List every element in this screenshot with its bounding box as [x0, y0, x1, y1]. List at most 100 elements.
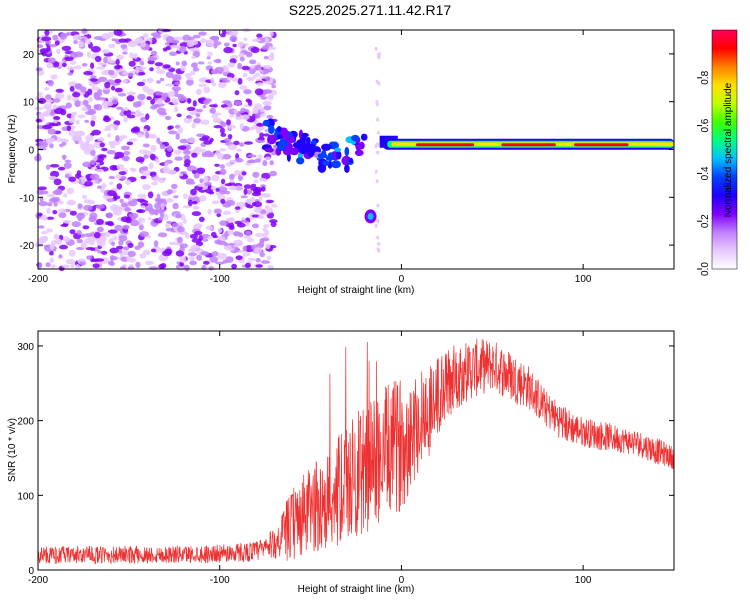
spectrogram-noise-cell	[246, 51, 253, 58]
spectrogram-noise-cell	[153, 240, 159, 248]
spectrogram-noise-cell	[86, 51, 92, 58]
spectrogram-noise-cell	[77, 114, 86, 119]
spectrogram-blob	[307, 148, 315, 158]
spectrogram-noise-cell	[267, 94, 274, 101]
spectrogram-noise-cell	[35, 67, 43, 72]
spectrogram-noise-cell	[241, 65, 250, 71]
spectrogram-noise-cell	[53, 233, 60, 240]
spectrogram-noise-cell	[195, 113, 201, 118]
spectrogram-noise-cell	[206, 56, 211, 60]
spectrogram-noise-cell	[52, 104, 58, 110]
spectrogram-noise-cell	[115, 106, 124, 110]
spectrogram-noise-cell	[126, 95, 135, 102]
spectrogram-noise-cell	[229, 35, 238, 42]
spectrogram-blob	[277, 134, 283, 140]
spectrogram-noise-cell	[156, 69, 166, 75]
y-tick-label: 20	[23, 50, 35, 61]
spectrogram-noise-cell	[256, 128, 261, 134]
spectrogram-noise-cell	[166, 220, 173, 225]
spectrogram-noise-cell	[179, 259, 188, 263]
spectrogram-noise-cell	[108, 59, 115, 64]
spectrogram-noise-cell	[68, 176, 77, 182]
spectrogram-noise-cell	[138, 149, 149, 154]
spectrogram-noise-cell	[39, 48, 49, 54]
spectrogram-noise-cell	[85, 38, 91, 45]
spectrogram-noise-cell	[258, 196, 263, 202]
colorbar-ticks: 0.0 0.2 0.4 0.6 0.8	[697, 70, 711, 276]
spectrogram-noise-cell	[247, 237, 255, 243]
spectrogram-noise-cell	[50, 111, 55, 116]
spectrogram-noise-cell	[189, 233, 198, 239]
spectrogram-noise-cell	[240, 107, 247, 114]
spectrogram-noise-cell	[47, 128, 56, 135]
spectrogram-noise-cell	[104, 100, 114, 107]
spectrogram-noise-cell	[187, 115, 193, 119]
spectrogram-noise-cell	[39, 196, 44, 202]
spectrogram-noise-cell	[92, 263, 100, 269]
spectrogram-noise-cell	[241, 171, 247, 176]
spectrogram-noise-cell	[154, 62, 164, 67]
spectrogram-noise-cell	[83, 99, 89, 107]
spectrogram-noise-cell	[118, 248, 122, 254]
snr-marks	[37, 338, 675, 565]
spectrogram-noise-cell	[236, 148, 242, 152]
spectrogram-noise-cell	[260, 260, 270, 264]
spectrogram-noise-cell	[95, 204, 105, 209]
spectrogram-noise-cell	[173, 106, 179, 113]
x-tick-label: 0	[399, 575, 405, 586]
spectrogram-noise-cell	[62, 139, 70, 143]
spectrogram-noise-cell	[263, 80, 273, 85]
spectrogram-noise-cell	[265, 199, 275, 204]
spectrogram-noise-cell	[165, 71, 174, 78]
spectrogram-noise-cell	[222, 79, 231, 83]
spectrogram-noise-cell	[41, 231, 48, 235]
spectrogram-noise-cell	[43, 87, 50, 91]
y-tick-label: 100	[17, 491, 34, 502]
spectrogram-noise-cell	[197, 61, 205, 65]
spectrogram-blob	[299, 136, 309, 142]
spectrogram-noise-cell	[233, 249, 240, 253]
spectrogram-noise-cell	[81, 106, 88, 112]
spectrogram-noise-cell	[175, 133, 180, 140]
spectrogram-noise-cell	[217, 252, 228, 260]
spectrogram-noise-cell	[178, 266, 185, 271]
spectrogram-noise-cell	[233, 239, 243, 244]
spectrogram-noise-cell	[127, 91, 136, 96]
spectrogram-noise-cell	[221, 178, 226, 185]
spectrogram-blob	[322, 160, 330, 166]
spectrogram-noise-cell	[49, 143, 54, 149]
spectrogram-noise-cell	[123, 116, 128, 123]
spectrogram-noise-cell	[175, 213, 182, 219]
spectrogram-noise-cell	[90, 75, 97, 79]
spectrogram-noise-cell	[215, 261, 225, 265]
spectrogram-noise-cell	[63, 162, 72, 169]
spectrogram-noise-cell	[166, 198, 174, 203]
spectrogram-noise-cell	[184, 264, 190, 272]
spectrogram-noise-cell	[150, 32, 161, 37]
spectrogram-noise-cell	[47, 57, 56, 64]
spectrogram-noise-cell	[203, 99, 210, 105]
spectrogram-noise-cell	[169, 51, 177, 57]
spectrogram-noise-cell	[126, 257, 137, 263]
spectrogram-noise-cell	[220, 182, 226, 187]
spectrogram-noise-cell	[215, 58, 222, 64]
spectrogram-noise-cell	[258, 214, 263, 220]
spectrogram-noise-cell	[137, 93, 146, 101]
spectrogram-noise-cell	[198, 148, 207, 153]
spectrogram-noise-cell	[90, 86, 100, 91]
spectrogram-noise-cell	[176, 36, 184, 41]
spectrogram-noise-cell	[150, 144, 157, 152]
spectrogram-noise-cell	[376, 117, 380, 122]
spectrogram-blob	[288, 135, 295, 144]
spectrogram-noise-cell	[223, 210, 232, 215]
spectrogram-noise-cell	[207, 61, 213, 65]
spectrogram-noise-cell	[70, 60, 77, 65]
carrier-line-peak	[574, 143, 629, 147]
spectrogram-noise-cell	[215, 190, 221, 196]
spectrogram-noise-cell	[177, 95, 187, 102]
spectrogram-noise-cell	[244, 141, 253, 145]
spectrogram-noise-cell	[259, 132, 264, 138]
spectrogram-noise-cell	[111, 38, 118, 42]
